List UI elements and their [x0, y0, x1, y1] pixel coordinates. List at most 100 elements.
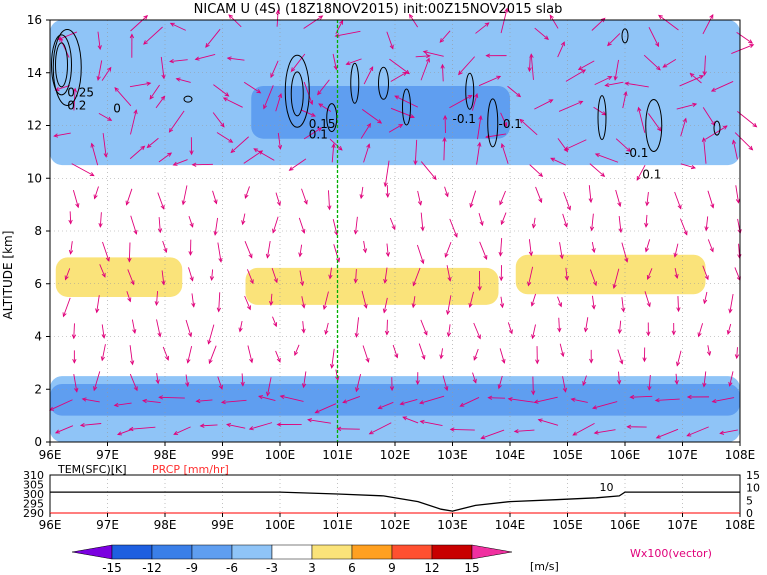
colorbar-swatch-5 — [271, 544, 313, 560]
contour-label-3: 0.15 — [309, 117, 336, 131]
wind-vector-105 — [244, 186, 250, 199]
wind-vector-214 — [446, 265, 452, 282]
prcp-series-label: PRCP [mm/hr] — [152, 463, 229, 476]
wind-vector-161 — [342, 396, 361, 404]
shaded-region-2 — [55, 257, 183, 297]
wind-vector-187 — [388, 123, 404, 133]
wind-vector-178 — [389, 377, 395, 392]
wind-vector-26 — [90, 142, 99, 166]
wind-vector-180 — [384, 319, 390, 336]
colorbar-label-3: -6 — [226, 561, 238, 575]
colorbar-label-7: 9 — [388, 561, 396, 575]
wind-vector-130 — [301, 371, 307, 389]
wind-vector-279 — [559, 242, 564, 260]
contour-line-3 — [183, 95, 193, 103]
wind-vector-110 — [226, 56, 245, 61]
wind-vector-360 — [704, 216, 709, 232]
wind-vector-40 — [130, 215, 138, 235]
wind-vector-364 — [702, 107, 716, 127]
wind-vector-153 — [327, 190, 332, 211]
wind-vector-122 — [253, 148, 275, 161]
wind-vector-197 — [411, 296, 416, 309]
wind-vector-50 — [155, 373, 160, 385]
wind-vector-42 — [129, 145, 146, 160]
wind-vector-57 — [157, 192, 165, 210]
colorbar-swatch-10 — [471, 544, 513, 560]
wind-vector-200 — [420, 212, 425, 232]
wind-vector-335 — [648, 27, 659, 48]
wind-vector-319 — [607, 33, 621, 47]
wind-vector-311 — [621, 242, 629, 263]
sub-y-left-tick-label-2: 300 — [23, 488, 44, 501]
wind-vector-181 — [382, 297, 388, 314]
wind-vector-33 — [113, 402, 132, 408]
y-tick-label-8: 16 — [27, 13, 42, 27]
colorbar-swatch-7 — [351, 544, 393, 560]
wind-vector-85 — [216, 292, 222, 313]
wind-vector-228 — [473, 322, 481, 340]
wind-vector-215 — [444, 241, 452, 258]
wind-vector-267 — [519, 118, 538, 136]
wind-vector-293 — [591, 295, 596, 310]
contour-line-0 — [55, 42, 68, 88]
contour-line-13 — [597, 95, 607, 141]
wind-vector-144 — [307, 418, 331, 424]
wind-vector-327 — [644, 239, 651, 253]
wind-vector-243 — [499, 348, 506, 364]
wind-vector-3 — [72, 350, 77, 364]
wind-vector-11 — [53, 132, 71, 138]
wind-vector-49 — [142, 398, 161, 404]
wind-vector-86 — [209, 269, 215, 282]
wind-vector-258 — [531, 376, 536, 396]
wind-vector-377 — [735, 185, 741, 204]
wind-vector-362 — [701, 137, 707, 164]
wind-vector-203 — [413, 139, 418, 166]
wind-vector-62 — [160, 56, 166, 80]
colorbar-swatch-4 — [231, 544, 273, 560]
contour-label-1: 0.2 — [67, 99, 86, 113]
y-tick-label-6: 12 — [27, 119, 42, 133]
colorbar-label-2: -9 — [186, 561, 198, 575]
wind-vector-232 — [478, 213, 484, 227]
wind-vector-373 — [728, 294, 734, 314]
wind-vector-79 — [169, 22, 186, 31]
contour-line-10 — [465, 72, 475, 110]
contour-line-2 — [52, 28, 82, 106]
contour-line-1 — [51, 34, 72, 96]
wind-vector-2 — [73, 374, 79, 393]
wind-vector-90 — [191, 162, 213, 167]
wind-vector-223 — [439, 30, 451, 43]
wind-vector-179 — [392, 344, 399, 359]
sub-x-tick-label-1: 97E — [96, 518, 119, 532]
wind-vector-370 — [728, 371, 734, 387]
wind-vector-320 — [626, 424, 647, 429]
wind-vector-134 — [299, 270, 305, 287]
wind-vector-138 — [288, 158, 307, 171]
wind-vector-236 — [471, 92, 479, 111]
wind-vector-204 — [394, 95, 419, 108]
wind-vector-156 — [318, 103, 332, 112]
wind-vector-51 — [162, 346, 170, 361]
shaded-region-3 — [245, 267, 499, 305]
wind-vector-166 — [353, 269, 358, 284]
wind-vector-363 — [705, 125, 728, 140]
wind-vector-334 — [643, 54, 661, 71]
wind-vector-257 — [507, 397, 534, 403]
wind-vector-304 — [593, 429, 616, 435]
wind-vector-81 — [195, 398, 213, 404]
sub-x-tick-label-2: 98E — [154, 518, 177, 532]
wind-vector-338 — [674, 373, 679, 385]
wind-vector-191 — [386, 31, 394, 50]
sub-x-tick-label-6: 102E — [380, 518, 411, 532]
sub-x-tick-label-9: 105E — [552, 518, 583, 532]
x-tick-label-11: 107E — [667, 448, 698, 462]
wind-vector-123 — [277, 132, 283, 150]
wind-vector-260 — [531, 324, 536, 340]
wind-vector-238 — [457, 56, 476, 76]
wind-vector-37 — [126, 291, 132, 303]
wind-vector-380 — [737, 110, 758, 128]
wind-vector-291 — [589, 349, 594, 364]
wind-vector-121 — [275, 192, 281, 207]
wind-vector-155 — [329, 138, 343, 151]
wind-vector-233 — [469, 190, 477, 209]
